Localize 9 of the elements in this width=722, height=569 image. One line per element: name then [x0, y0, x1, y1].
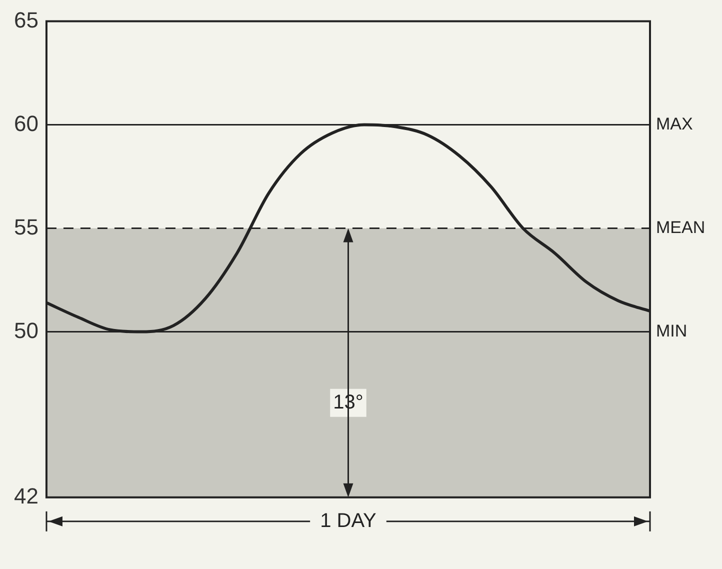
- y-tick-label: 50: [14, 318, 38, 343]
- y-tick-label: 60: [14, 110, 38, 136]
- ref-line-label: MIN: [656, 321, 688, 340]
- ref-line-label: MEAN: [656, 218, 706, 237]
- y-tick-label: 65: [14, 7, 38, 32]
- ref-line-label: MAX: [656, 114, 693, 134]
- text: 1 DAY: [320, 510, 376, 532]
- y-tick-label: 42: [14, 483, 38, 508]
- y-tick-label: 55: [14, 214, 38, 240]
